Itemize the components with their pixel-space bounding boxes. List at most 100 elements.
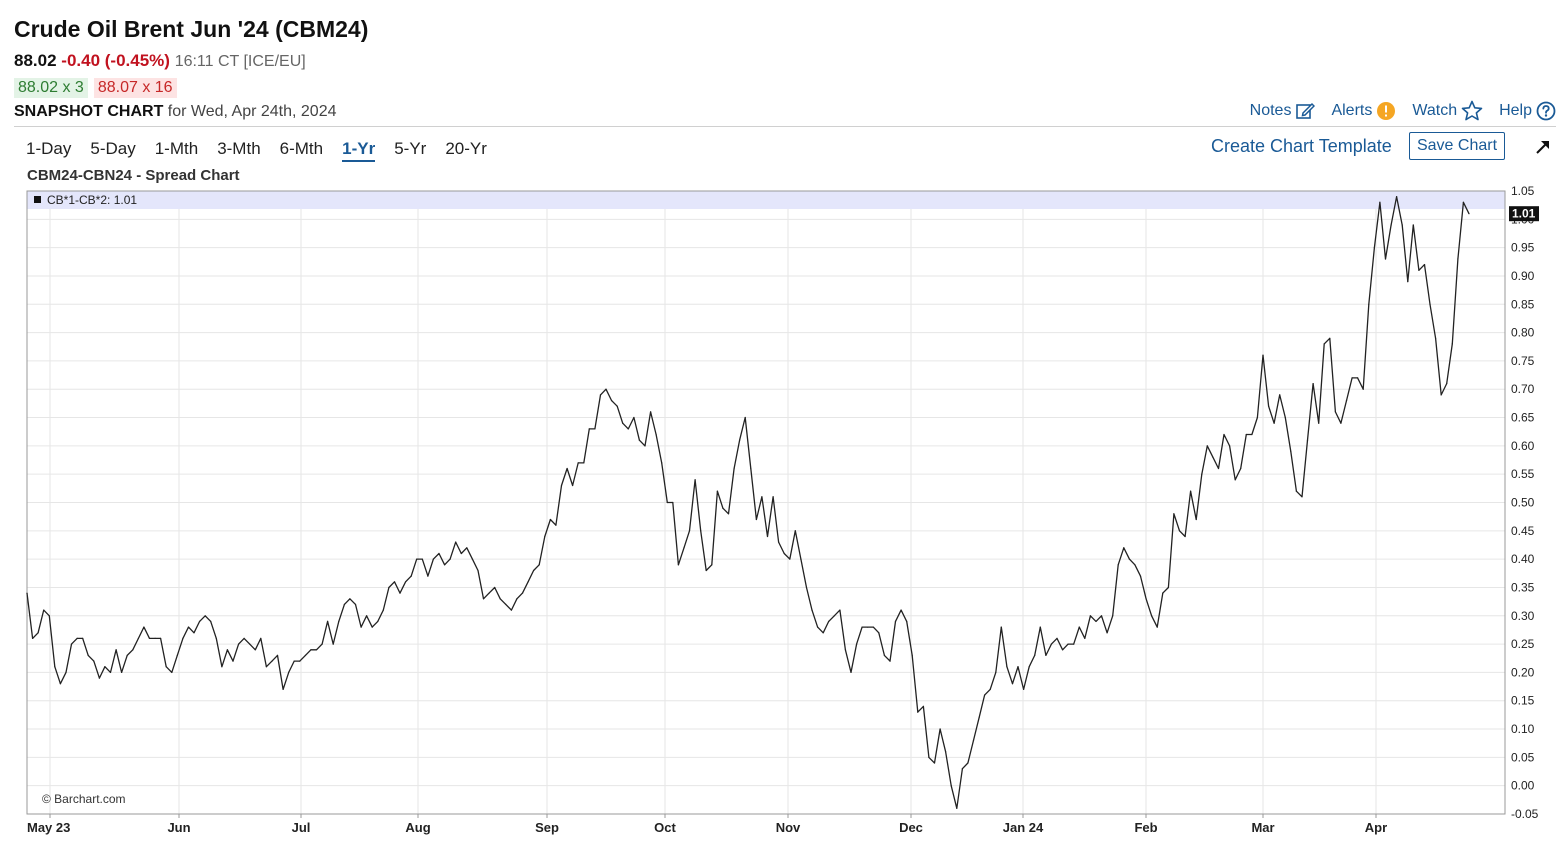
data-point (1351, 377, 1353, 379)
price-change: -0.40 (-0.45%) (61, 51, 170, 70)
save-chart-button[interactable]: Save Chart (1409, 132, 1505, 160)
y-tick-label: 0.10 (1511, 722, 1535, 736)
data-point (148, 637, 151, 640)
data-point (1173, 513, 1175, 515)
x-tick-label: Apr (1365, 820, 1387, 835)
notes-link[interactable]: Notes (1250, 101, 1316, 121)
data-point (1229, 445, 1231, 447)
data-point (1145, 598, 1147, 600)
snapshot-date: for Wed, Apr 24th, 2024 (167, 103, 337, 120)
data-point (254, 649, 256, 651)
y-tick-label: 0.00 (1511, 779, 1535, 793)
alerts-link[interactable]: Alerts (1331, 101, 1396, 121)
data-point (1279, 394, 1281, 396)
data-point (1050, 643, 1052, 645)
x-tick-label: May 23 (27, 820, 70, 835)
expand-icon[interactable] (1533, 137, 1553, 157)
legend-text: CB*1-CB*2: 1.01 (47, 193, 137, 207)
last-value-box (1509, 206, 1539, 222)
data-point (1312, 383, 1314, 385)
data-point (800, 558, 802, 560)
help-link[interactable]: Help (1499, 101, 1556, 121)
data-point (354, 603, 357, 606)
data-point (856, 643, 858, 645)
range-1-yr[interactable]: 1-Yr (342, 139, 376, 162)
data-point (1357, 377, 1359, 379)
data-point (911, 654, 913, 657)
help-label: Help (1499, 102, 1532, 119)
data-point (750, 467, 752, 470)
data-point (705, 569, 707, 572)
data-point (1234, 479, 1236, 481)
data-point (1423, 264, 1426, 266)
data-point (1462, 201, 1464, 203)
data-point (766, 535, 769, 538)
data-point (894, 620, 897, 623)
watermark: © Barchart.com (42, 792, 126, 806)
create-template-link[interactable]: Create Chart Template (1211, 136, 1392, 156)
data-point (154, 637, 156, 640)
range-20-yr[interactable]: 20-Yr (445, 139, 487, 158)
data-point (622, 422, 624, 424)
data-point (488, 592, 490, 594)
data-point (683, 547, 685, 549)
x-tick-label: Sep (535, 820, 559, 835)
data-point (872, 626, 874, 628)
data-point (510, 609, 512, 611)
data-point (1251, 433, 1253, 436)
data-point (1056, 637, 1058, 640)
data-point (1362, 388, 1364, 390)
data-point (449, 558, 451, 560)
data-point (304, 654, 306, 657)
bid-badge: 88.02 x 3 (14, 78, 88, 98)
data-point (716, 490, 719, 492)
data-point (1045, 654, 1047, 657)
data-point (1000, 626, 1002, 628)
data-point (1256, 416, 1258, 419)
range-3-mth[interactable]: 3-Mth (217, 139, 261, 158)
data-point (327, 620, 329, 623)
data-point (93, 660, 95, 662)
data-point (577, 462, 579, 464)
data-point (1084, 637, 1086, 640)
data-point (1167, 586, 1169, 589)
data-point (549, 518, 552, 521)
edit-icon (1296, 102, 1316, 119)
data-point (789, 558, 791, 560)
data-point (833, 615, 835, 617)
data-point (883, 654, 886, 657)
data-point (917, 711, 919, 713)
data-point (817, 626, 819, 628)
snapshot-label: SNAPSHOT CHART for Wed, Apr 24th, 2024 (14, 103, 337, 121)
data-point (1451, 343, 1453, 345)
data-point (382, 609, 384, 611)
data-point (221, 666, 223, 668)
data-point (744, 416, 746, 419)
data-point (1262, 354, 1264, 356)
data-point (1440, 394, 1442, 396)
data-point (1412, 224, 1414, 226)
y-tick-label: 0.90 (1511, 269, 1535, 283)
data-point (1078, 626, 1080, 628)
data-point (460, 552, 462, 555)
data-point (260, 637, 262, 640)
last-value-label: 1.01 (1512, 207, 1536, 221)
range-6-mth[interactable]: 6-Mth (279, 139, 324, 158)
data-point (599, 394, 602, 396)
data-point (778, 541, 780, 543)
watch-link[interactable]: Watch (1412, 100, 1483, 122)
range-1-mth[interactable]: 1-Mth (154, 139, 199, 158)
range-5-yr[interactable]: 5-Yr (394, 139, 427, 158)
data-point (432, 558, 434, 560)
data-point (299, 660, 301, 662)
x-tick-label: Oct (654, 820, 676, 835)
range-5-day[interactable]: 5-Day (90, 139, 136, 158)
data-point (82, 637, 84, 640)
data-point (1156, 626, 1158, 628)
data-point (1268, 405, 1270, 407)
x-tick-label: Feb (1134, 820, 1157, 835)
range-1-day[interactable]: 1-Day (26, 139, 72, 158)
data-point (1457, 258, 1459, 260)
data-point (627, 428, 629, 430)
